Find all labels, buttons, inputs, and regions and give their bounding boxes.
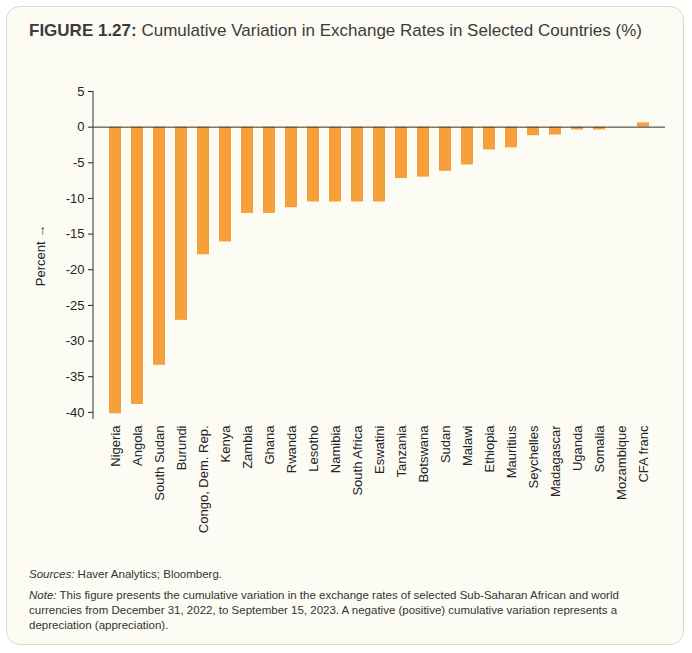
svg-text:Sudan: Sudan: [438, 426, 453, 464]
svg-text:5: 5: [77, 84, 84, 99]
svg-text:-25: -25: [66, 298, 85, 313]
svg-text:Somalia: Somalia: [592, 425, 607, 473]
svg-text:Ethiopia: Ethiopia: [482, 425, 497, 473]
html-text:Note: This figure presents the: Note: This figure presents the cumulativ…: [29, 589, 619, 631]
svg-text:Botswana: Botswana: [416, 425, 431, 483]
svg-text:Percent →: Percent →: [33, 225, 48, 286]
svg-text:CFA franc: CFA franc: [636, 425, 651, 483]
svg-text:Madagascar: Madagascar: [548, 425, 563, 497]
svg-text:Mozambique: Mozambique: [614, 426, 629, 500]
svg-text:Seychelles: Seychelles: [526, 425, 541, 488]
svg-text:Congo, Dem. Rep.: Congo, Dem. Rep.: [196, 426, 211, 534]
svg-text:Zambia: Zambia: [240, 425, 255, 469]
svg-text:Eswatini: Eswatini: [372, 425, 387, 474]
svg-text:-30: -30: [66, 333, 85, 348]
svg-text:Tanzania: Tanzania: [394, 425, 409, 478]
svg-text:-35: -35: [66, 369, 85, 384]
svg-text:Burundi: Burundi: [174, 425, 189, 470]
svg-text:Lesotho: Lesotho: [306, 426, 321, 472]
svg-text:Angola: Angola: [130, 425, 145, 466]
svg-text:Rwanda: Rwanda: [284, 425, 299, 473]
svg-text:-10: -10: [66, 191, 85, 206]
svg-text:-15: -15: [66, 226, 85, 241]
html-text:FIGURE 1.27: Cumulative Variat: FIGURE 1.27: Cumulative Variation in Exc…: [29, 21, 642, 40]
svg-text:-5: -5: [73, 155, 85, 170]
html-text:Sources: Haver Analytics; Bloo: Sources: Haver Analytics; Bloomberg.: [29, 568, 222, 580]
svg-text:Mauritius: Mauritius: [504, 425, 519, 478]
svg-text:South Africa: South Africa: [350, 425, 365, 496]
svg-text:South Sudan: South Sudan: [152, 426, 167, 501]
svg-text:0: 0: [77, 119, 84, 134]
svg-text:Uganda: Uganda: [570, 425, 585, 471]
svg-text:Nigeria: Nigeria: [108, 425, 123, 467]
svg-text:-40: -40: [66, 405, 85, 420]
svg-text:Namibia: Namibia: [328, 425, 343, 473]
svg-text:Malawi: Malawi: [460, 425, 475, 466]
svg-text:Kenya: Kenya: [218, 425, 233, 463]
svg-text:Ghana: Ghana: [262, 425, 277, 465]
svg-text:-20: -20: [66, 262, 85, 277]
